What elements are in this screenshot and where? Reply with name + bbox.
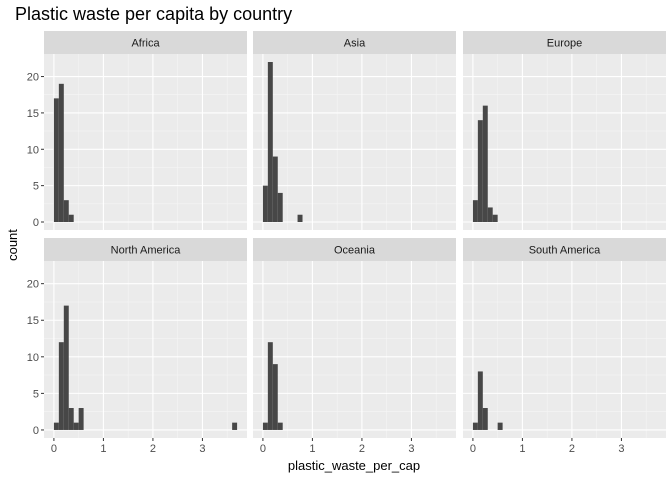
- facet-europe: Europe: [463, 31, 666, 230]
- histogram-bar: [482, 105, 488, 222]
- facet-strip: [44, 238, 247, 261]
- histogram-bar: [58, 342, 64, 430]
- histogram-bar: [297, 214, 303, 222]
- x-axis-title: plastic_waste_per_cap: [288, 458, 420, 473]
- x-tick-label: 2: [569, 443, 575, 455]
- x-tick-label: 0: [51, 443, 57, 455]
- histogram-bar: [53, 98, 59, 222]
- x-tick-label: 1: [100, 443, 106, 455]
- facet-label: Europe: [547, 38, 582, 50]
- facet-asia: Asia: [253, 31, 456, 230]
- y-tick-label: 10: [27, 144, 39, 156]
- facet-label: Oceania: [334, 245, 376, 257]
- y-tick-label: 15: [27, 108, 39, 120]
- x-tick-label: 0: [260, 443, 266, 455]
- facet-label: Africa: [131, 38, 160, 50]
- facet-label: North America: [111, 245, 182, 257]
- facet-strip: [253, 238, 456, 261]
- facet-label: Asia: [344, 38, 366, 50]
- y-tick-label: 0: [33, 217, 39, 229]
- x-tick-label: 3: [199, 443, 205, 455]
- facet-south-america: South America 0 1 2 3: [463, 238, 666, 455]
- histogram-bar: [262, 185, 268, 222]
- facet-africa: Africa 0 5 10 15 20: [27, 31, 247, 230]
- y-tick-label: 15: [27, 315, 39, 327]
- histogram-bar: [482, 408, 488, 430]
- histogram-bar: [492, 214, 498, 222]
- y-tick-label: 5: [33, 388, 39, 400]
- histogram-bar: [68, 408, 74, 430]
- histogram-bar: [232, 422, 238, 430]
- panel-background: [253, 54, 456, 230]
- histogram-bar: [267, 342, 273, 430]
- x-tick-label: 1: [309, 443, 315, 455]
- histogram-bar: [477, 371, 483, 430]
- histogram-bar: [73, 422, 79, 430]
- panel-background: [44, 261, 247, 438]
- chart-title: Plastic waste per capita by country: [15, 4, 292, 24]
- histogram-bar: [472, 200, 478, 222]
- facet-north-america: North America 0 5 10 15 20 0 1 2 3: [27, 238, 247, 455]
- histogram-bar: [262, 422, 268, 430]
- panel-background: [253, 261, 456, 438]
- histogram-bar: [78, 408, 84, 430]
- facet-label: South America: [529, 245, 601, 257]
- facet-strip: [463, 31, 666, 54]
- histogram-bar: [272, 364, 278, 430]
- y-tick-label: 10: [27, 352, 39, 364]
- histogram-bar: [277, 192, 283, 222]
- histogram-bar: [497, 422, 503, 430]
- y-tick-label: 5: [33, 181, 39, 193]
- x-tick-label: 2: [150, 443, 156, 455]
- histogram-bar: [472, 422, 478, 430]
- histogram-bar: [63, 200, 69, 222]
- facet-oceania: Oceania 0 1 2 3: [253, 238, 456, 455]
- histogram-bar: [53, 422, 59, 430]
- histogram-bar: [68, 214, 74, 222]
- x-tick-label: 0: [470, 443, 476, 455]
- panel-background: [463, 261, 666, 438]
- y-tick-label: 20: [27, 279, 39, 291]
- panel-background: [44, 54, 247, 230]
- x-tick-label: 2: [359, 443, 365, 455]
- y-tick-label: 20: [27, 72, 39, 84]
- histogram-bar: [477, 120, 483, 222]
- x-tick-label: 1: [519, 443, 525, 455]
- histogram-bar: [58, 83, 64, 223]
- facet-strip: [463, 238, 666, 261]
- y-tick-label: 0: [33, 425, 39, 437]
- facet-strip: [44, 31, 247, 54]
- histogram-bar: [267, 62, 273, 222]
- x-tick-label: 3: [618, 443, 624, 455]
- histogram-bar: [487, 207, 493, 222]
- histogram-bar: [277, 422, 283, 430]
- facet-strip: [253, 31, 456, 54]
- y-axis-title: count: [5, 229, 20, 261]
- panel-background: [463, 54, 666, 230]
- x-tick-label: 3: [408, 443, 414, 455]
- histogram-bar: [272, 156, 278, 222]
- histogram-bar: [63, 305, 69, 430]
